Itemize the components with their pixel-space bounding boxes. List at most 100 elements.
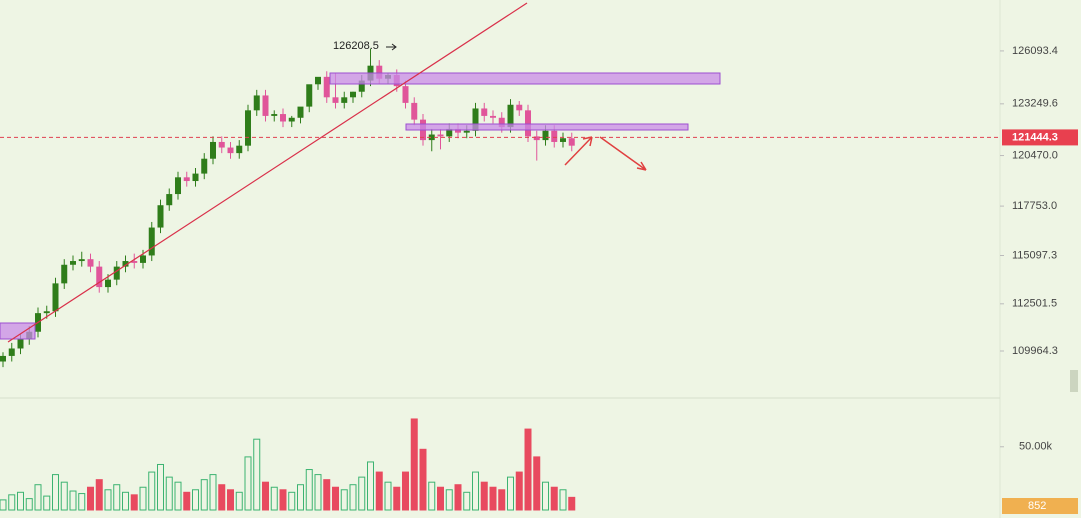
volume-bar xyxy=(445,489,453,511)
volume-bar xyxy=(52,474,59,511)
candle-body xyxy=(516,104,523,111)
volume-bar xyxy=(402,471,409,511)
candle-body xyxy=(227,147,234,154)
current-volume-label: 852 xyxy=(1028,500,1046,512)
volume-bar xyxy=(60,481,68,511)
volume-bar xyxy=(375,471,383,511)
volume-bar xyxy=(43,495,51,511)
resistance-zone xyxy=(329,72,721,85)
volume-bar xyxy=(568,496,576,511)
candle-body xyxy=(131,261,138,263)
volume-bar xyxy=(0,499,7,511)
y-tick-label: 126093.4 xyxy=(1012,45,1058,57)
candle-body xyxy=(507,104,514,128)
volume-bar xyxy=(349,484,357,511)
volume-bar xyxy=(542,481,549,511)
candle-body xyxy=(481,108,488,116)
candle-body xyxy=(288,117,295,122)
volume-bar xyxy=(393,486,401,511)
y-tick-label: 123249.6 xyxy=(1012,98,1058,110)
candle-body xyxy=(140,255,146,263)
volume-bar xyxy=(367,461,374,511)
volume-bar xyxy=(437,486,444,511)
candle-body xyxy=(0,355,6,362)
candle-body xyxy=(297,106,304,118)
candle-body xyxy=(17,339,24,349)
candle-body xyxy=(533,136,540,141)
volume-bar xyxy=(472,471,479,511)
volume-bar xyxy=(454,484,462,511)
candle-body xyxy=(376,65,383,79)
candle-body xyxy=(332,97,339,103)
volume-bar xyxy=(480,481,488,511)
volume-bar xyxy=(200,479,208,511)
volume-bar xyxy=(524,428,532,511)
candle-body xyxy=(166,194,173,206)
candle-body xyxy=(551,130,558,142)
volume-bar xyxy=(358,476,366,511)
current-price-label: 121444.3 xyxy=(1012,131,1058,143)
volume-bar xyxy=(498,489,506,511)
candle-body xyxy=(236,145,243,154)
candle-body xyxy=(490,115,496,118)
candle-body xyxy=(96,266,103,288)
peak-arrow xyxy=(386,43,397,51)
candle-body xyxy=(175,177,181,195)
volume-bar xyxy=(314,474,322,511)
volume-bar xyxy=(34,484,42,511)
volume-bar xyxy=(340,489,348,511)
candle-body xyxy=(428,134,435,141)
candle-body xyxy=(262,95,269,116)
y-tick-label: 120470.0 xyxy=(1012,149,1058,161)
candle-body xyxy=(542,130,549,141)
candle-body xyxy=(525,110,531,137)
volume-bar xyxy=(25,498,33,511)
volume-bar xyxy=(244,456,252,511)
volume-bar xyxy=(165,476,173,511)
volume-bar xyxy=(262,481,269,511)
candle-body xyxy=(411,102,418,120)
candle-body xyxy=(52,283,59,312)
candle-body xyxy=(87,259,94,267)
volume-bar xyxy=(489,486,497,511)
candle-body xyxy=(472,108,479,131)
volume-bar xyxy=(410,418,418,511)
candle-body xyxy=(210,141,216,159)
candle-body xyxy=(113,266,120,280)
candle-body xyxy=(192,173,199,182)
y-tick-label: 117753.0 xyxy=(1012,200,1057,212)
candle-body xyxy=(183,177,190,182)
candle-body xyxy=(271,114,278,116)
volume-bar xyxy=(253,438,261,511)
candle-body xyxy=(61,264,68,284)
candle-body xyxy=(455,128,461,133)
volume-bar xyxy=(157,463,164,511)
candle-body xyxy=(568,138,575,146)
volume-bar xyxy=(87,486,94,511)
trend-line xyxy=(7,2,528,343)
candle-body xyxy=(358,80,365,92)
volume-bar xyxy=(533,456,541,511)
candle-body xyxy=(122,261,129,267)
volume-bar xyxy=(139,486,147,511)
candle-body xyxy=(280,114,286,122)
candle-body xyxy=(8,348,15,356)
scroll-handle[interactable] xyxy=(1070,370,1078,392)
candle-body xyxy=(306,84,313,107)
candle-body xyxy=(148,227,155,256)
current-volume-box xyxy=(1002,498,1078,514)
volume-bar xyxy=(148,471,156,511)
volume-bar xyxy=(17,491,24,511)
volume-bar xyxy=(8,494,16,511)
volume-bar xyxy=(419,448,427,511)
volume-bar xyxy=(550,486,558,511)
volume-bar xyxy=(384,481,392,511)
volume-bar xyxy=(297,484,304,511)
volume-tick-label: 50.00k xyxy=(1019,441,1053,453)
volume-bar xyxy=(559,489,567,511)
candle-body xyxy=(157,205,164,228)
y-tick-label: 112501.5 xyxy=(1012,298,1057,310)
candle-body xyxy=(105,279,111,288)
candle-body xyxy=(218,141,225,148)
volume-bar xyxy=(104,489,112,511)
